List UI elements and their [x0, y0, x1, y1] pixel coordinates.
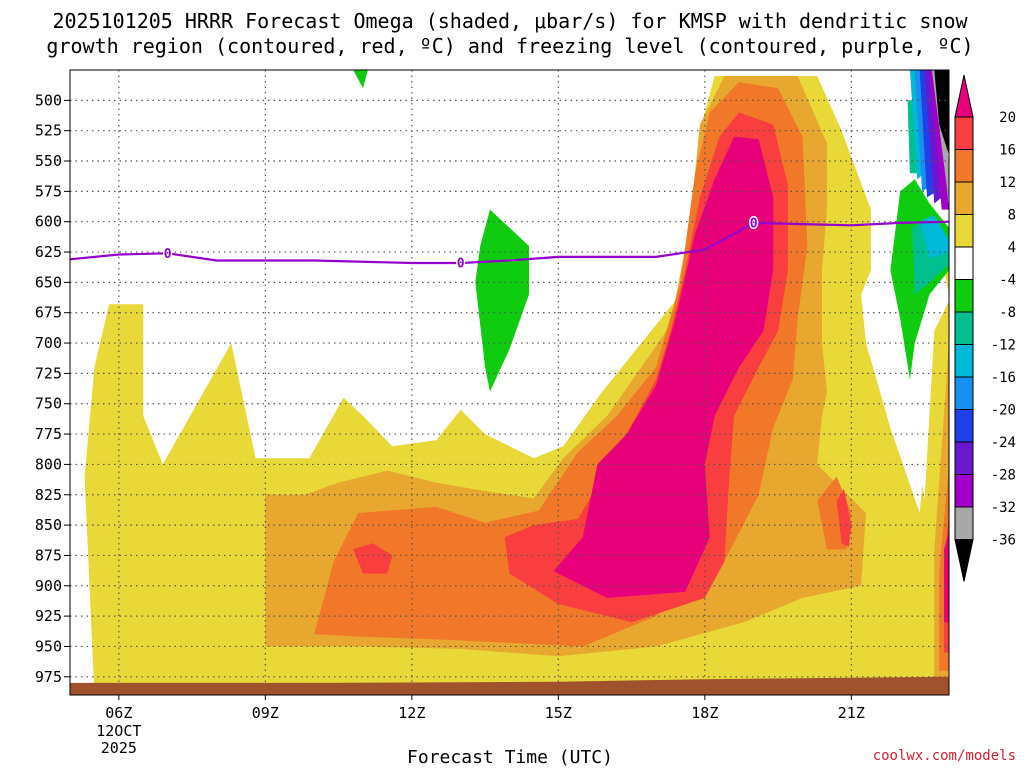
colorbar-tick-label-12: -32 — [991, 500, 1016, 516]
freezing-level-layer: 0 0 0 — [69, 215, 950, 273]
omega-region-10 — [836, 488, 852, 547]
freezing-level-label-1: 0 — [457, 256, 465, 271]
colorbar-tick-label-10: -24 — [991, 435, 1016, 451]
y-tick-label-725: 725 — [35, 364, 62, 382]
colorbar-swatch-3 — [954, 181, 974, 215]
colorbar-tick-label-9: -20 — [991, 403, 1016, 419]
colorbar-tick-label-11: -28 — [991, 468, 1016, 484]
y-tick-label-600: 600 — [35, 213, 62, 231]
x-axis-label: Forecast Time (UTC) — [407, 747, 613, 768]
colorbar-tick-label-4: 4 — [1008, 240, 1016, 256]
credit-label: coolwx.com/models — [873, 748, 1016, 764]
x-sublabel-0: 12OCT — [96, 722, 141, 740]
colorbar-swatch-11 — [954, 441, 974, 475]
x-tick-label-09Z: 09Z — [252, 704, 279, 722]
colorbar-tick-label-6: -8 — [999, 305, 1016, 321]
colorbar-swatch-7 — [954, 311, 974, 345]
x-tick-label-15Z: 15Z — [545, 704, 572, 722]
y-tick-label-575: 575 — [35, 182, 62, 200]
y-tick-label-950: 950 — [35, 637, 62, 655]
colorbar-swatch-5 — [954, 246, 974, 280]
colorbar-tick-label-2: 12 — [999, 175, 1016, 191]
surface-layer — [70, 676, 949, 695]
omega-region-12 — [553, 136, 774, 598]
omega-region-14 — [475, 209, 529, 392]
omega-region-8 — [353, 543, 393, 574]
y-axis: 500 525 550 575 600 625 650 675 700 725 750 775 800 8… — [35, 91, 70, 686]
colorbar-swatch-6 — [954, 279, 974, 313]
y-tick-label-675: 675 — [35, 304, 62, 322]
x-tick-label-12Z: 12Z — [398, 704, 425, 722]
omega-region-15 — [353, 70, 368, 89]
y-tick-label-650: 650 — [35, 273, 62, 291]
x-tick-label-21Z: 21Z — [838, 704, 865, 722]
colorbar-swatch-1 — [954, 116, 974, 150]
y-tick-label-550: 550 — [35, 152, 62, 170]
colorbar-swatch-13 — [954, 506, 974, 540]
y-tick-label-825: 825 — [35, 486, 62, 504]
colorbar-tick-label-8: -16 — [991, 370, 1016, 386]
colorbar-tick-label-7: -12 — [991, 338, 1016, 354]
omega-region-18 — [919, 215, 949, 259]
colorbar-swatch-9 — [954, 376, 974, 410]
chart-title-line-2: growth region (contoured, red, ºC) and f… — [46, 34, 973, 58]
y-tick-label-750: 750 — [35, 395, 62, 413]
colorbar-swatch-8 — [954, 344, 974, 378]
colorbar-swatch-12 — [954, 474, 974, 508]
omega-region-23 — [924, 70, 942, 204]
freezing-level-line — [69, 220, 950, 265]
x-tick-label-06Z: 06Z — [105, 704, 132, 722]
ground-surface — [70, 676, 949, 695]
colorbar-swatch-0 — [954, 74, 974, 118]
x-tick-label-18Z: 18Z — [691, 704, 718, 722]
y-tick-label-925: 925 — [35, 607, 62, 625]
freezing-level-label-0: 0 — [164, 247, 172, 262]
grid — [70, 70, 949, 695]
colorbar-swatch-10 — [954, 409, 974, 443]
colorbar-tick-label-5: -4 — [999, 273, 1016, 289]
colorbar: 20 16 12 8 4 -4 -8 -12 -16 -20 -24 -28 -32 -36 — [954, 74, 1016, 582]
y-tick-label-850: 850 — [35, 516, 62, 534]
omega-region-13 — [944, 531, 949, 623]
y-tick-label-525: 525 — [35, 122, 62, 140]
y-tick-label-700: 700 — [35, 334, 62, 352]
plot-area — [84, 70, 949, 695]
colorbar-tick-label-13: -36 — [991, 533, 1016, 549]
y-tick-label-875: 875 — [35, 546, 62, 564]
y-tick-label-500: 500 — [35, 91, 62, 109]
freezing-level-label-2: 0 — [750, 216, 758, 231]
y-tick-label-800: 800 — [35, 455, 62, 473]
colorbar-swatch-14 — [954, 539, 974, 582]
chart-title-line-1: 2025101205 HRRR Forecast Omega (shaded, … — [52, 9, 968, 33]
colorbar-swatch-4 — [954, 214, 974, 248]
y-tick-label-775: 775 — [35, 425, 62, 443]
plot-frame — [69, 69, 950, 696]
y-tick-label-900: 900 — [35, 577, 62, 595]
omega-region-25 — [931, 70, 949, 204]
omega-region-24 — [929, 70, 949, 210]
colorbar-tick-label-0: 20 — [999, 110, 1016, 126]
x-sublabel-1: 2025 — [101, 739, 137, 757]
colorbar-swatch-2 — [954, 149, 974, 183]
omega-region-26 — [934, 70, 949, 155]
colorbar-tick-label-3: 8 — [1008, 208, 1016, 224]
colorbar-tick-label-1: 16 — [999, 143, 1016, 159]
y-tick-label-975: 975 — [35, 668, 62, 686]
y-tick-label-625: 625 — [35, 243, 62, 261]
